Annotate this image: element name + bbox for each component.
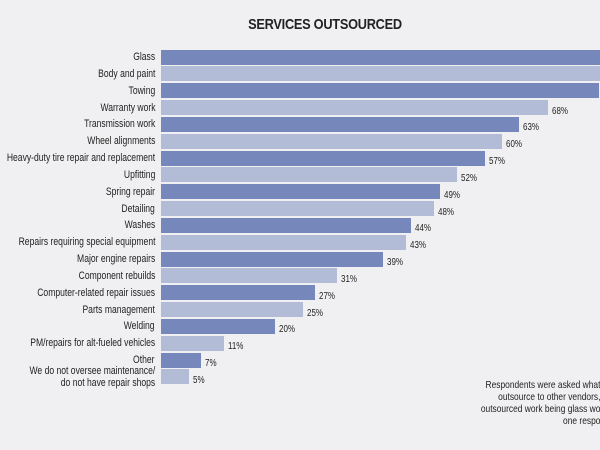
category-label: Body and paint [97,67,155,80]
category-label: Computer-related repair issues [37,286,155,299]
data-label: 43% [409,240,426,252]
bar [161,352,201,368]
footnote: Respondents were asked what outsource to… [451,379,600,427]
data-label: 5% [193,374,205,386]
bar [161,369,190,385]
data-label: 52% [460,172,477,184]
data-label: 39% [386,257,403,269]
category-label: PM/repairs for alt-fueled vehicles [30,337,155,350]
category-label: Glass [133,51,155,63]
bar [161,268,338,284]
category-label: Major engine repairs [76,253,155,266]
category-label: Upfitting [123,168,155,181]
bar [161,66,600,82]
category-label: Washes [124,219,155,232]
bar [161,318,275,334]
category-label: Towing [128,84,155,97]
category-label: Spring repair [105,185,155,198]
bar [161,83,600,99]
category-label: Repairs requiring special equipment [18,236,155,249]
chart-title: SERVICES OUTSOURCED [248,16,402,33]
bar [161,335,224,351]
data-label: 57% [489,156,506,168]
bar [161,217,412,233]
data-label: 27% [318,290,335,302]
bar [161,167,457,183]
data-label: 68% [551,105,568,117]
footnote-line: outsource to other vendors, [497,391,600,403]
category-label: Wheel alignments [86,135,155,148]
bar [161,49,600,65]
bar [161,234,406,250]
category-label: Parts management [82,303,155,316]
footnote-line: Respondents were asked what [485,379,600,391]
data-label: 60% [506,139,523,151]
bar [161,116,520,132]
bar [161,100,548,116]
data-label: 11% [227,341,244,353]
data-label: 49% [443,189,460,201]
category-label: We do not oversee maintenance/do not hav… [29,364,155,389]
bar [161,302,304,318]
category-label: Transmission work [83,118,155,131]
category-label: Other [133,354,155,367]
data-label: 7% [204,358,217,370]
category-label: Detailing [121,202,155,215]
bar [161,201,435,217]
footnote-line: one respo [562,415,600,427]
bar [161,285,315,301]
category-label: Warranty work [100,101,155,114]
bar [161,150,486,166]
data-label: 31% [341,273,358,285]
category-label: Component rebuilds [78,269,155,282]
category-label: Welding [124,320,155,333]
bar [161,133,503,149]
data-label: 63% [523,122,540,134]
category-label: Heavy-duty tire repair and replacement [6,152,155,165]
data-label: 48% [438,206,455,218]
footnote-line: outsourced work being glass wo [480,403,600,415]
bar [161,184,440,200]
bar [161,251,383,267]
data-label: 20% [278,324,295,336]
data-label: 44% [415,223,432,235]
data-label: 25% [307,307,324,319]
